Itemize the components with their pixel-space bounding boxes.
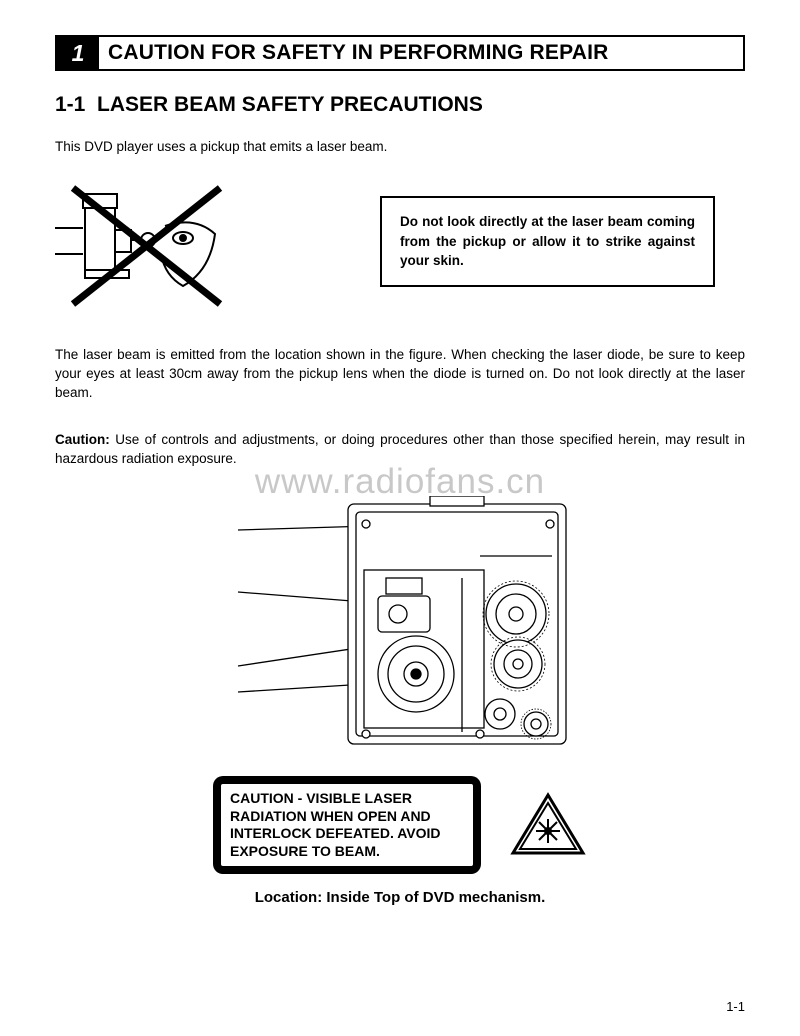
warning-box: Do not look directly at the laser beam c… <box>380 196 715 287</box>
location-text: Location: Inside Top of DVD mechanism. <box>55 889 745 906</box>
subsection-heading: LASER BEAM SAFETY PRECAUTIONS <box>97 93 483 116</box>
caution-row: CAUTION - VISIBLE LASER RADIATION WHEN O… <box>55 776 745 874</box>
page-number: 1-1 <box>726 999 745 1014</box>
subsection-title: 1-1 LASER BEAM SAFETY PRECAUTIONS <box>55 93 745 117</box>
intro-text: This DVD player uses a pickup that emits… <box>55 139 745 154</box>
caution-plate-text: CAUTION - VISIBLE LASER RADIATION WHEN O… <box>221 784 473 866</box>
caution-label: Caution: <box>55 432 110 447</box>
body-paragraph-1: The laser beam is emitted from the locat… <box>55 346 745 403</box>
laser-warning-icon <box>509 791 587 859</box>
warning-row: Do not look directly at the laser beam c… <box>55 176 745 316</box>
section-header: 1 CAUTION FOR SAFETY IN PERFORMING REPAI… <box>55 35 745 71</box>
subsection-number: 1-1 <box>55 93 85 116</box>
crossed-eye-figure <box>55 176 235 316</box>
section-title: CAUTION FOR SAFETY IN PERFORMING REPAIR <box>99 37 609 69</box>
mechanism-svg <box>180 496 620 756</box>
mechanism-diagram: Drive Mecha Assembly Laser Beam Radiatio… <box>55 496 745 756</box>
section-number: 1 <box>57 37 99 69</box>
caution-plate: CAUTION - VISIBLE LASER RADIATION WHEN O… <box>213 776 481 874</box>
caution-text: Use of controls and adjustments, or doin… <box>55 432 745 466</box>
